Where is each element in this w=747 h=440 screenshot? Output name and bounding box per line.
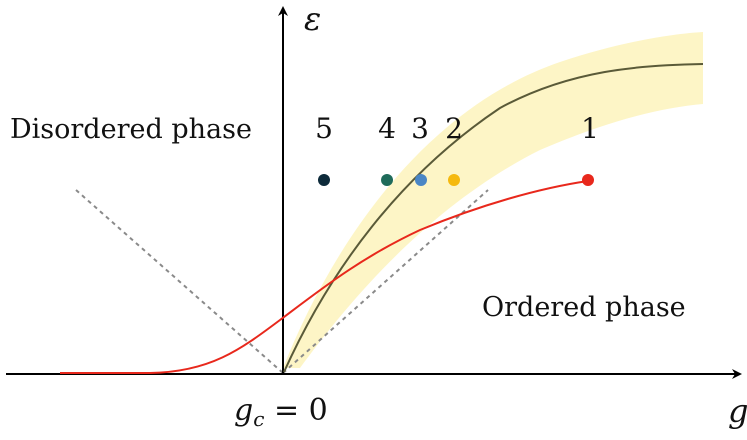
origin-label-rest: = 0 <box>264 393 327 428</box>
point-label-4: 4 <box>378 112 396 145</box>
origin-label-sub: c <box>253 407 264 431</box>
point-4 <box>381 174 393 186</box>
uncertainty-band <box>283 32 703 368</box>
origin-label: gc = 0 <box>234 393 328 431</box>
point-label-5: 5 <box>315 112 333 145</box>
center-curve <box>283 63 704 373</box>
point-label-1: 1 <box>581 112 599 145</box>
origin-label-main: g <box>234 393 253 428</box>
point-label-3: 3 <box>411 112 429 145</box>
point-3 <box>415 174 427 186</box>
dashed-line-left <box>75 189 284 374</box>
red-curve <box>60 180 589 374</box>
point-1 <box>582 174 594 186</box>
ordered-phase-label: Ordered phase <box>482 292 686 323</box>
x-axis-label: g <box>728 392 747 430</box>
point-label-2: 2 <box>445 112 463 145</box>
y-axis-label: ε <box>304 0 321 38</box>
dashed-line-right <box>282 189 489 374</box>
disordered-phase-label: Disordered phase <box>10 114 252 145</box>
point-5 <box>318 174 330 186</box>
point-2 <box>448 174 460 186</box>
